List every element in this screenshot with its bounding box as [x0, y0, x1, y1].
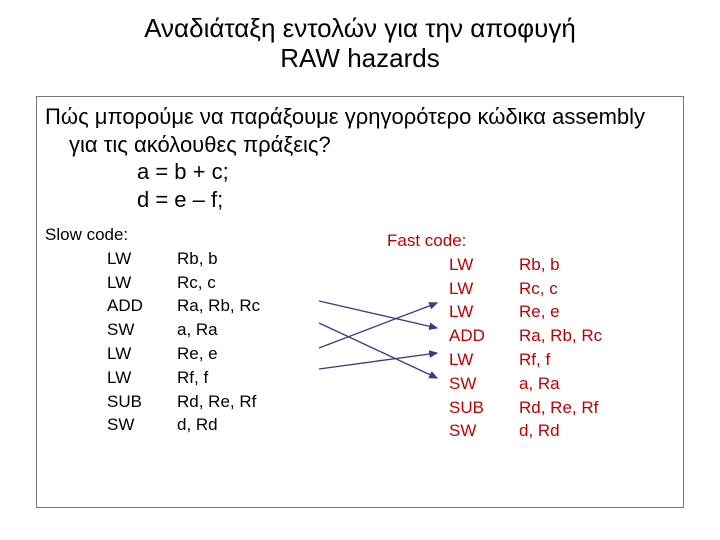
fast-row: ADDRa, Rb, Rc — [387, 324, 639, 348]
slow-code-title: Slow code: — [45, 223, 297, 247]
expr-1: a = b + c; — [45, 158, 675, 186]
slow-row: LWRe, e — [45, 342, 297, 366]
fast-op: LW — [387, 253, 519, 277]
slow-args: Rb, b — [177, 247, 297, 271]
fast-row: LWRf, f — [387, 348, 639, 372]
fast-code-title: Fast code: — [387, 229, 639, 253]
fast-op: SW — [387, 372, 519, 396]
fast-op: LW — [387, 348, 519, 372]
slide-title: Αναδιάταξη εντολών για την αποφυγή RAW h… — [0, 0, 720, 74]
fast-op: SW — [387, 419, 519, 443]
slow-op: ADD — [45, 294, 177, 318]
slow-code-block: Slow code: LWRb, b LWRc, c ADDRa, Rb, Rc… — [45, 223, 297, 437]
fast-op: SUB — [387, 396, 519, 420]
fast-row: LWRc, c — [387, 277, 639, 301]
fast-args: d, Rd — [519, 419, 639, 443]
slow-op: LW — [45, 342, 177, 366]
fast-args: Rd, Re, Rf — [519, 396, 639, 420]
fast-op: LW — [387, 300, 519, 324]
fast-row: SWd, Rd — [387, 419, 639, 443]
fast-args: Rc, c — [519, 277, 639, 301]
slow-row: LWRf, f — [45, 366, 297, 390]
slow-args: d, Rd — [177, 413, 297, 437]
slow-row: SUBRd, Re, Rf — [45, 390, 297, 414]
slow-args: Ra, Rb, Rc — [177, 294, 297, 318]
title-line2: RAW hazards — [280, 43, 439, 73]
slow-op: LW — [45, 366, 177, 390]
slow-op: SW — [45, 318, 177, 342]
slow-op: SW — [45, 413, 177, 437]
expr-2: d = e – f; — [45, 186, 675, 214]
slow-row: ADDRa, Rb, Rc — [45, 294, 297, 318]
slow-args: Re, e — [177, 342, 297, 366]
slow-row: SWa, Ra — [45, 318, 297, 342]
slow-args: a, Ra — [177, 318, 297, 342]
question-line2: για τις ακόλουθες πράξεις? — [45, 131, 675, 159]
fast-args: Re, e — [519, 300, 639, 324]
content-box: Πώς μπορούμε να παράξουμε γρηγορότερο κώ… — [36, 96, 684, 508]
fast-args: Rf, f — [519, 348, 639, 372]
slow-args: Rd, Re, Rf — [177, 390, 297, 414]
slow-row: SWd, Rd — [45, 413, 297, 437]
slow-args: Rc, c — [177, 271, 297, 295]
fast-op: ADD — [387, 324, 519, 348]
slow-op: LW — [45, 247, 177, 271]
title-line1: Αναδιάταξη εντολών για την αποφυγή — [144, 13, 576, 43]
question-block: Πώς μπορούμε να παράξουμε γρηγορότερο κώ… — [37, 97, 683, 213]
slow-row: LWRb, b — [45, 247, 297, 271]
fast-op: LW — [387, 277, 519, 301]
fast-code-block: Fast code: LWRb, b LWRc, c LWRe, e ADDRa… — [387, 229, 639, 443]
fast-args: Ra, Rb, Rc — [519, 324, 639, 348]
slow-op: SUB — [45, 390, 177, 414]
fast-args: a, Ra — [519, 372, 639, 396]
fast-row: LWRe, e — [387, 300, 639, 324]
fast-row: SUBRd, Re, Rf — [387, 396, 639, 420]
fast-row: SWa, Ra — [387, 372, 639, 396]
fast-row: LWRb, b — [387, 253, 639, 277]
question-line1: Πώς μπορούμε να παράξουμε γρηγορότερο κώ… — [45, 103, 675, 131]
slow-row: LWRc, c — [45, 271, 297, 295]
fast-args: Rb, b — [519, 253, 639, 277]
slow-op: LW — [45, 271, 177, 295]
slow-args: Rf, f — [177, 366, 297, 390]
slide: Αναδιάταξη εντολών για την αποφυγή RAW h… — [0, 0, 720, 540]
